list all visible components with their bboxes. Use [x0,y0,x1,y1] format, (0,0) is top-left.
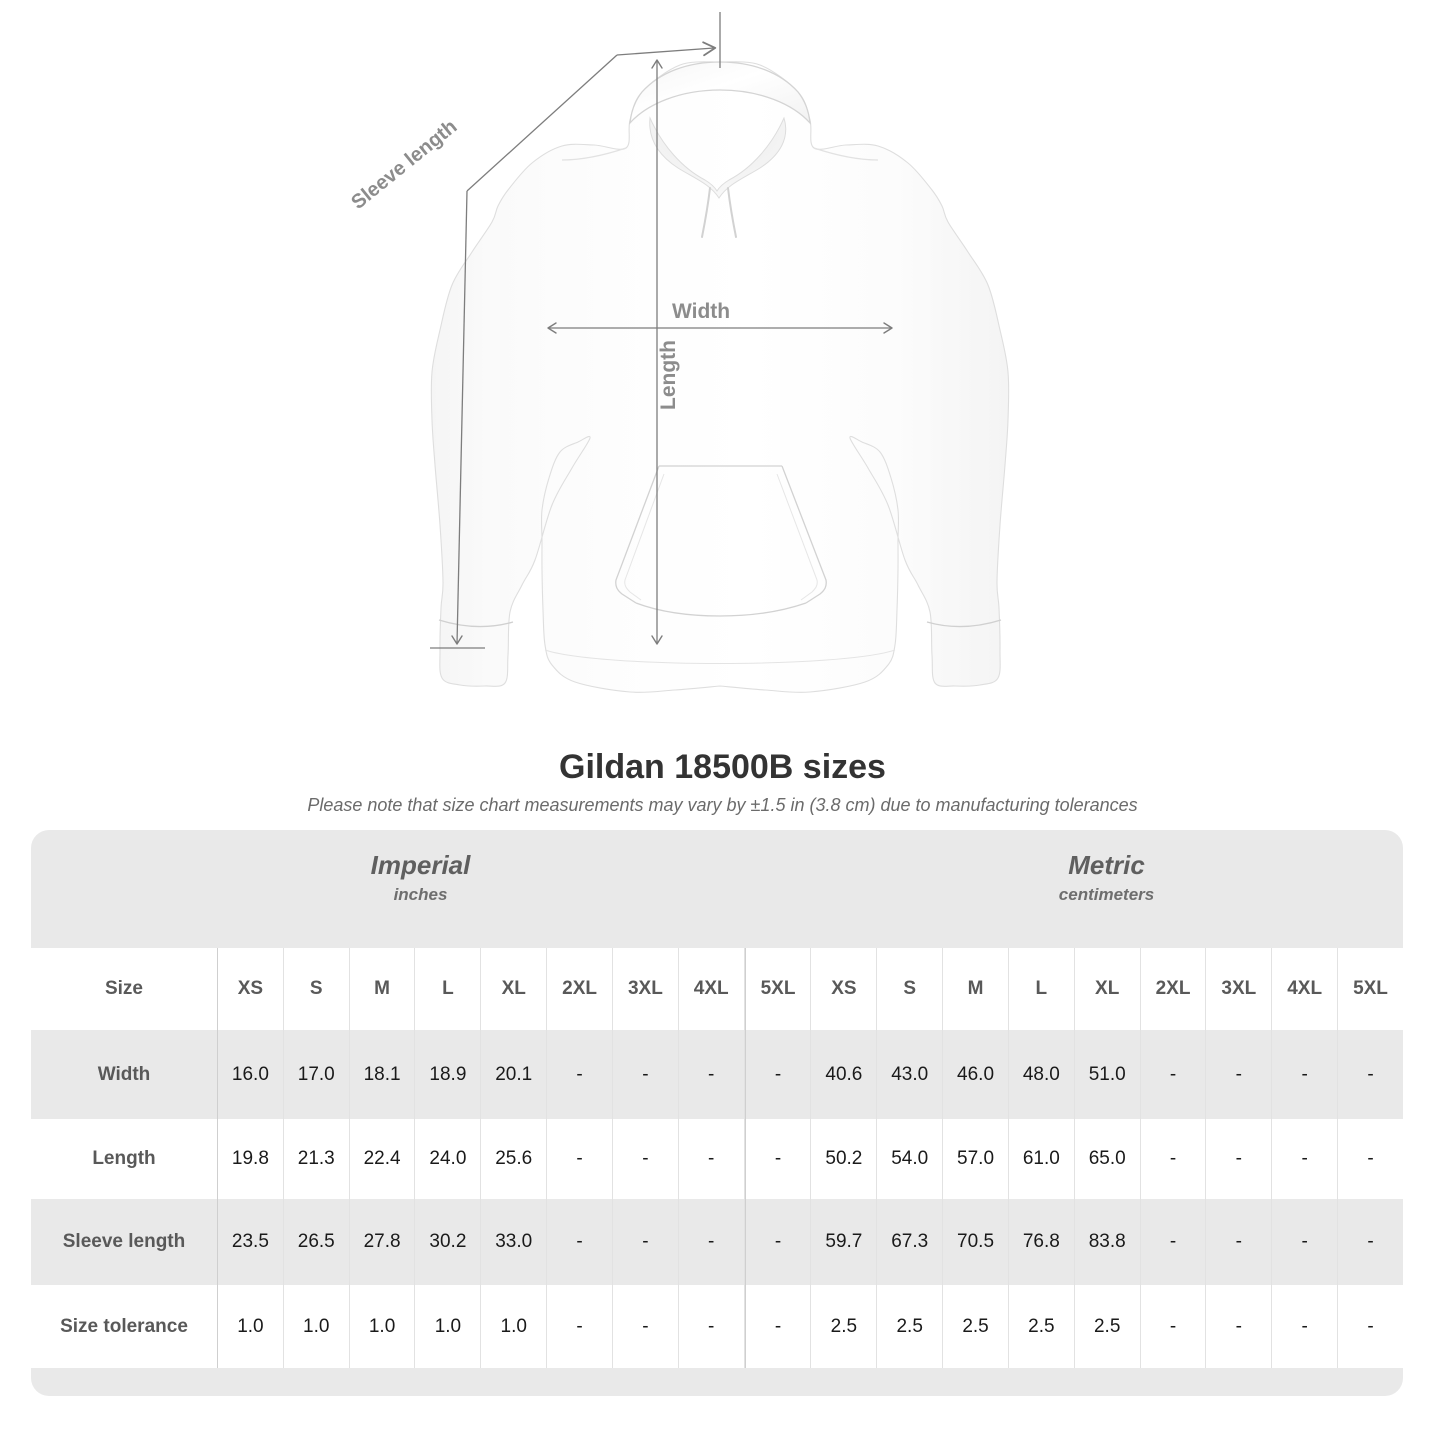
svg-text:Length: Length [657,340,680,410]
svg-text:Sleeve length: Sleeve length [347,116,461,214]
svg-text:Width: Width [672,300,730,323]
